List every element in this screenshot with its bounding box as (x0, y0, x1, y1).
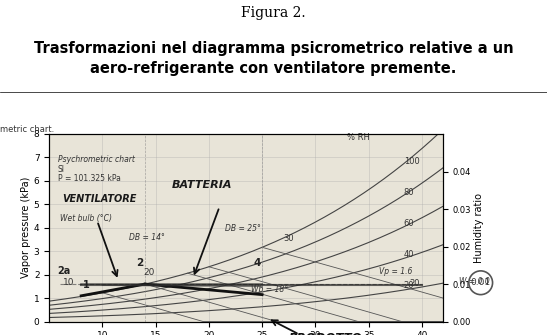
Y-axis label: Humidity ratio: Humidity ratio (474, 193, 484, 263)
Text: 2a: 2a (58, 266, 71, 275)
Text: 40: 40 (404, 250, 414, 259)
Text: 80: 80 (404, 188, 414, 197)
Text: Figura 2.: Figura 2. (241, 6, 306, 20)
Text: Wet bulb (°C): Wet bulb (°C) (60, 214, 112, 223)
Text: BATTERIA: BATTERIA (172, 180, 232, 190)
Text: DB = 14°: DB = 14° (129, 232, 165, 242)
Text: 20: 20 (404, 281, 414, 290)
Text: Trasformazioni nel diagramma psicrometrico relative a un
aero-refrigerante con v: Trasformazioni nel diagramma psicrometri… (34, 41, 513, 75)
Text: 20: 20 (143, 268, 154, 277)
Text: metric chart.: metric chart. (0, 125, 54, 134)
Text: 100: 100 (404, 157, 420, 166)
Text: 0.01: 0.01 (470, 278, 491, 287)
Text: DB = 25°: DB = 25° (225, 224, 261, 233)
Text: 2: 2 (137, 259, 144, 268)
Text: 60: 60 (404, 219, 414, 228)
Text: SI: SI (58, 164, 65, 174)
Text: % RH: % RH (347, 133, 370, 142)
Y-axis label: Vapor pressure (kPa): Vapor pressure (kPa) (21, 177, 31, 278)
Text: Vp = 1.6: Vp = 1.6 (379, 267, 412, 275)
Text: 4: 4 (254, 259, 261, 268)
Text: W = 0.0: W = 0.0 (459, 277, 490, 286)
Text: PRODOTTO: PRODOTTO (289, 332, 362, 335)
Text: 30: 30 (283, 234, 294, 243)
Text: 20: 20 (409, 279, 420, 288)
Text: P = 101.325 kPa: P = 101.325 kPa (58, 174, 121, 183)
Text: 10: 10 (63, 278, 74, 287)
Text: 1: 1 (83, 280, 90, 289)
Text: VENTILATORE: VENTILATORE (62, 194, 136, 204)
Text: Wb = 18°: Wb = 18° (252, 285, 289, 294)
Text: Psychrometric chart: Psychrometric chart (58, 155, 135, 164)
